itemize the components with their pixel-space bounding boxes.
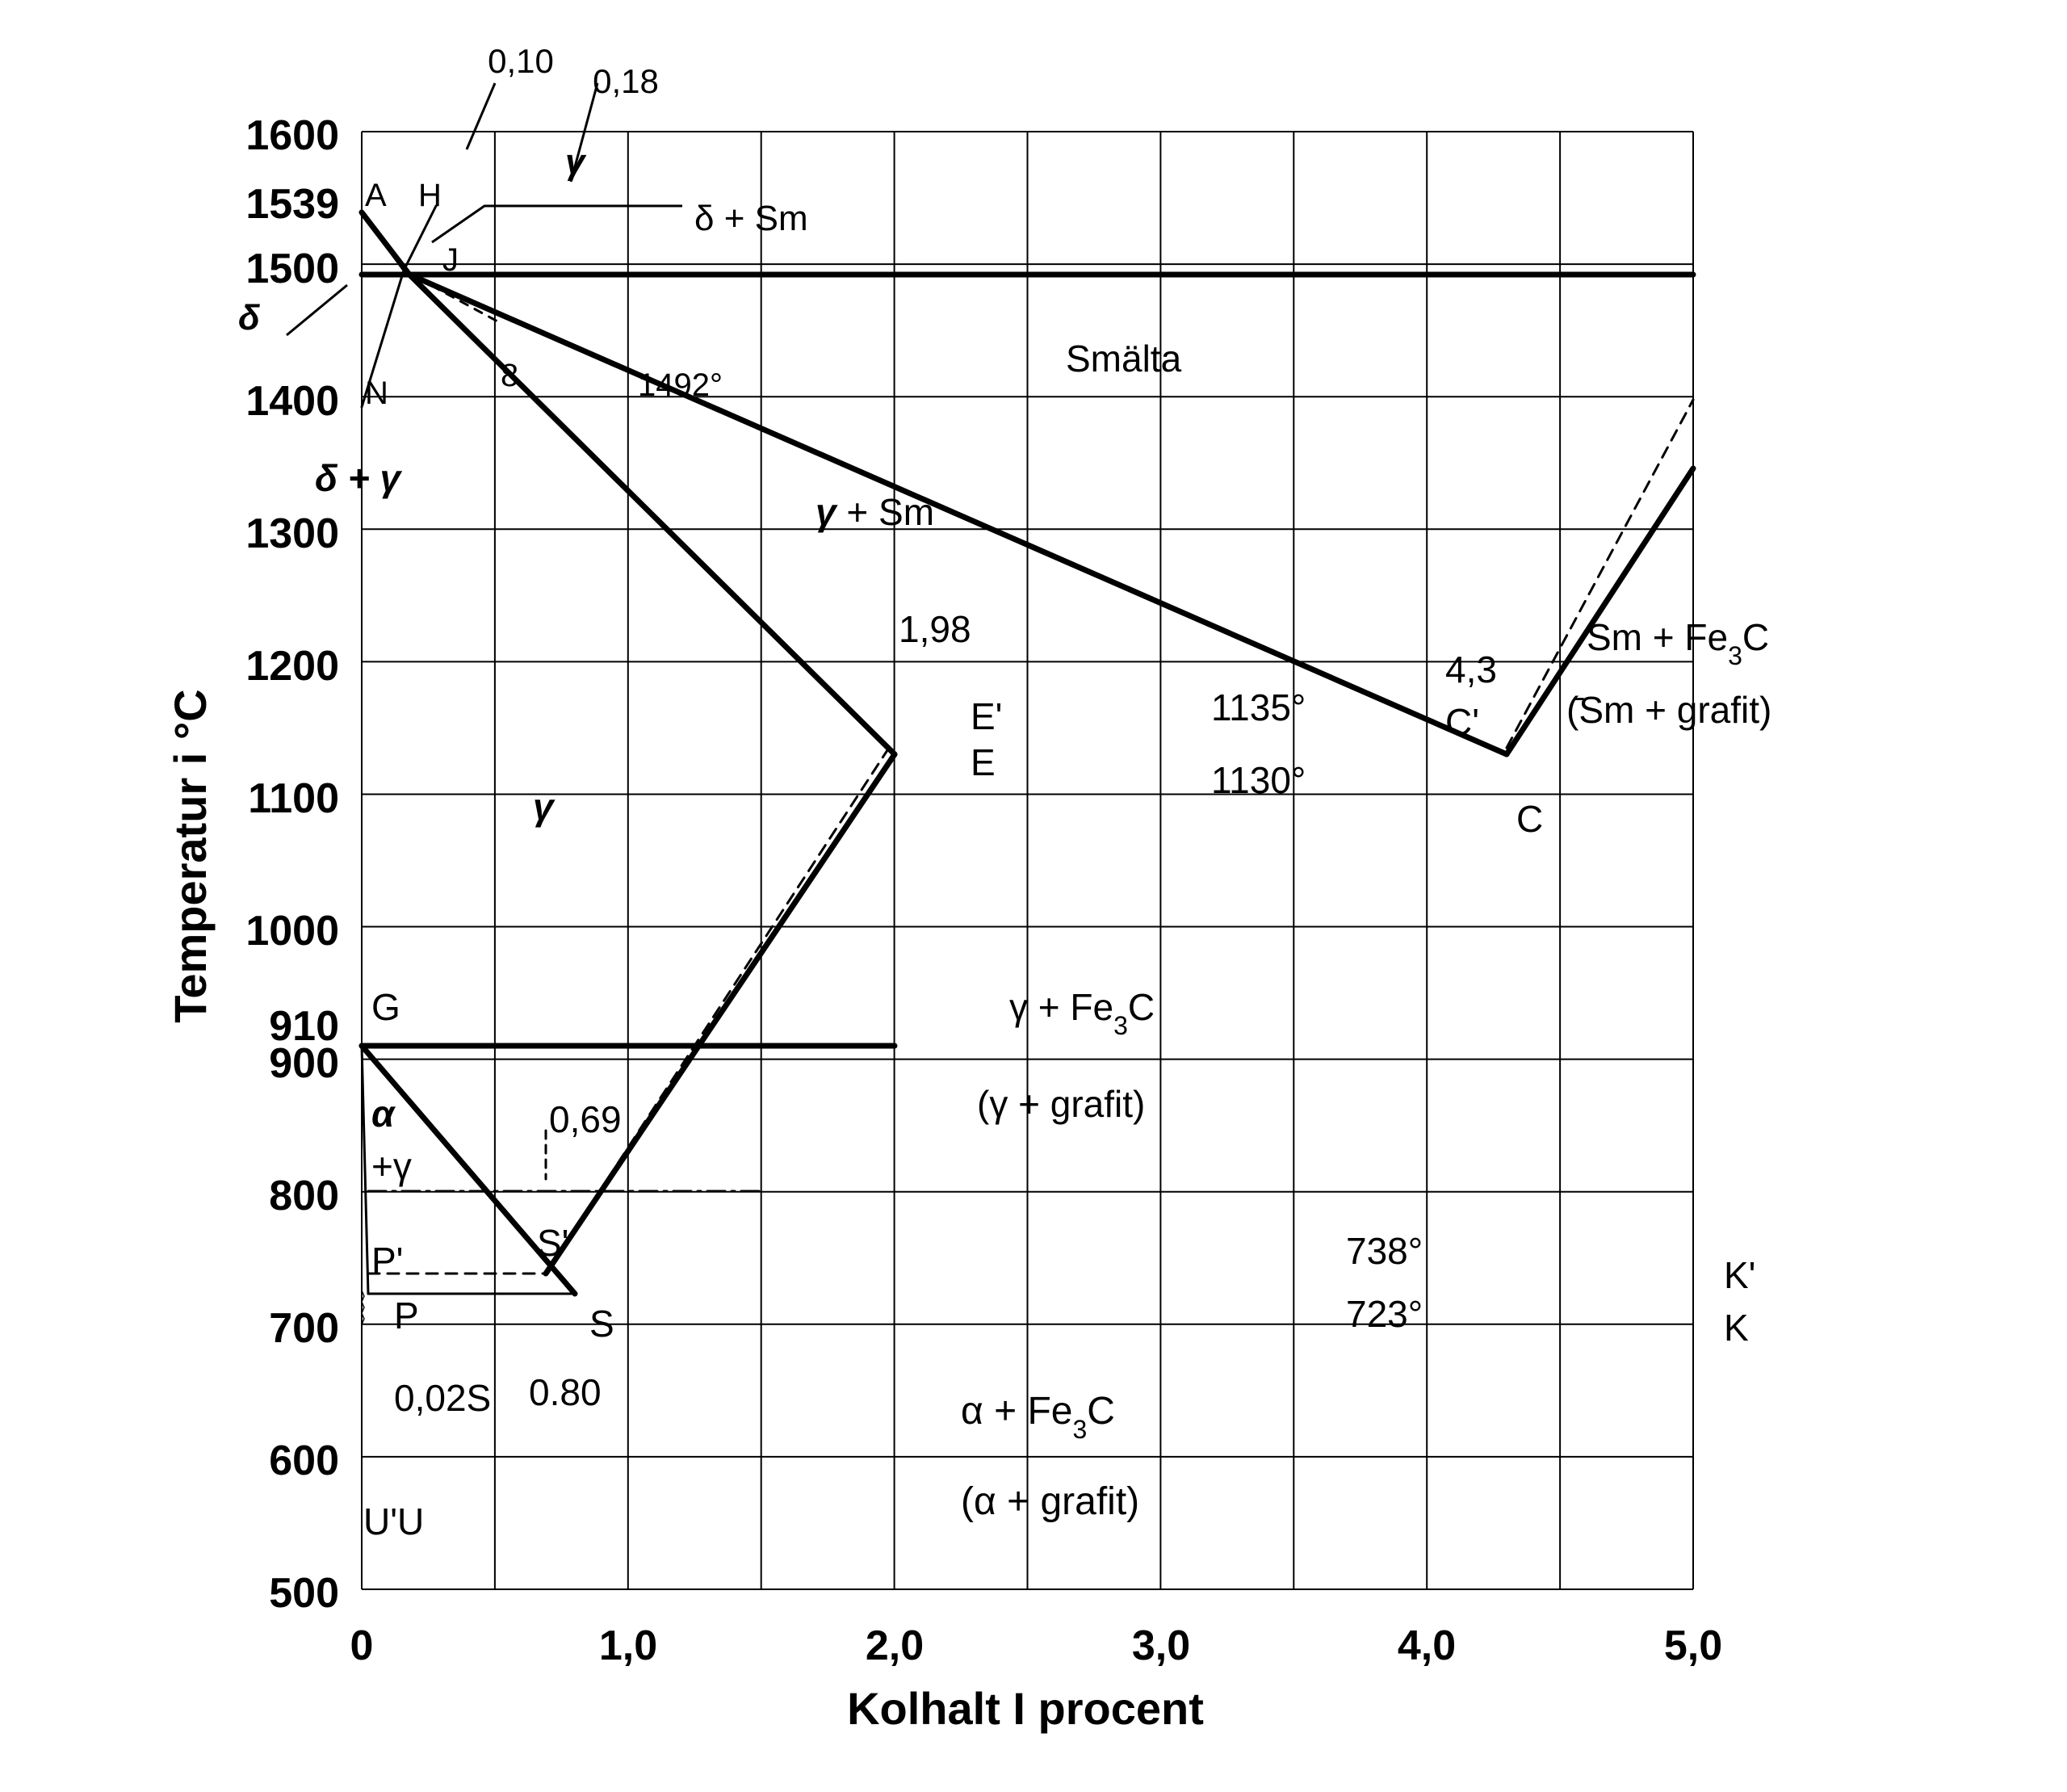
svg-text:0,69: 0,69 xyxy=(549,1098,622,1140)
svg-text:S: S xyxy=(589,1303,614,1345)
svg-text:P': P' xyxy=(371,1240,403,1282)
svg-text:S': S' xyxy=(537,1222,568,1264)
svg-text:800: 800 xyxy=(269,1173,339,1219)
svg-text:E': E' xyxy=(971,695,1002,737)
svg-text:0,18: 0,18 xyxy=(593,62,659,100)
svg-text:K': K' xyxy=(1724,1254,1755,1296)
svg-text:1600: 1600 xyxy=(245,112,339,159)
svg-text:4,3: 4,3 xyxy=(1445,648,1497,690)
svg-text:N: N xyxy=(365,376,388,411)
svg-text:U'U: U'U xyxy=(363,1500,424,1542)
svg-text:1,98: 1,98 xyxy=(899,608,971,650)
svg-text:(̄Sm + grafit): (̄Sm + grafit) xyxy=(1566,689,1771,731)
svg-text:α: α xyxy=(371,1093,396,1135)
svg-text:0: 0 xyxy=(350,1622,374,1669)
svg-text:P: P xyxy=(394,1295,419,1337)
svg-text:1100: 1100 xyxy=(248,775,339,822)
svg-text:γ: γ xyxy=(533,786,556,828)
svg-text:H: H xyxy=(418,178,442,213)
svg-text:δ + γ: δ + γ xyxy=(315,457,403,499)
svg-text:1492°: 1492° xyxy=(638,367,723,403)
svg-text:A: A xyxy=(365,178,387,213)
svg-text:+γ: +γ xyxy=(371,1145,412,1187)
svg-text:900: 900 xyxy=(269,1040,339,1087)
svg-text:Smälta: Smälta xyxy=(1066,338,1182,380)
svg-text:1400: 1400 xyxy=(245,378,339,425)
svg-text:Temperatur i °C: Temperatur i °C xyxy=(165,689,216,1022)
svg-text:1500: 1500 xyxy=(245,246,339,292)
svg-text:600: 600 xyxy=(269,1437,339,1484)
svg-text:0.80: 0.80 xyxy=(529,1371,602,1413)
svg-text:G: G xyxy=(371,986,400,1028)
svg-text:1300: 1300 xyxy=(245,510,339,557)
svg-text:1000: 1000 xyxy=(245,908,339,955)
svg-text:K: K xyxy=(1724,1307,1749,1349)
svg-text:500: 500 xyxy=(269,1570,339,1617)
svg-text:4,0: 4,0 xyxy=(1398,1622,1456,1669)
svg-text:γ: γ xyxy=(565,142,587,182)
svg-text:723°: 723° xyxy=(1346,1293,1423,1335)
svg-text:1200: 1200 xyxy=(245,643,339,690)
svg-text:1539: 1539 xyxy=(245,181,339,228)
svg-text:1,0: 1,0 xyxy=(599,1622,657,1669)
svg-text:3,0: 3,0 xyxy=(1132,1622,1190,1669)
svg-text:1130°: 1130° xyxy=(1211,759,1306,801)
svg-text:0,02S: 0,02S xyxy=(394,1377,491,1419)
svg-text:(γ + grafit): (γ + grafit) xyxy=(977,1083,1145,1125)
svg-text:5,0: 5,0 xyxy=(1664,1622,1722,1669)
svg-text:0,10: 0,10 xyxy=(488,42,554,80)
svg-text:C': C' xyxy=(1445,701,1479,743)
svg-text:(α + grafit): (α + grafit) xyxy=(961,1480,1139,1523)
svg-text:γ + Sm: γ + Sm xyxy=(815,491,934,533)
svg-text:Kolhalt I procent: Kolhalt I procent xyxy=(847,1683,1204,1734)
svg-text:C: C xyxy=(1516,798,1543,840)
svg-text:2,0: 2,0 xyxy=(866,1622,924,1669)
svg-text:1135°: 1135° xyxy=(1211,686,1306,728)
svg-text:8: 8 xyxy=(501,358,518,393)
svg-text:738°: 738° xyxy=(1346,1230,1423,1272)
svg-text:J: J xyxy=(442,242,459,278)
svg-text:700: 700 xyxy=(269,1305,339,1352)
svg-text:E: E xyxy=(971,741,996,783)
svg-text:δ: δ xyxy=(238,298,260,338)
svg-text:δ + Sm: δ + Sm xyxy=(694,199,808,238)
